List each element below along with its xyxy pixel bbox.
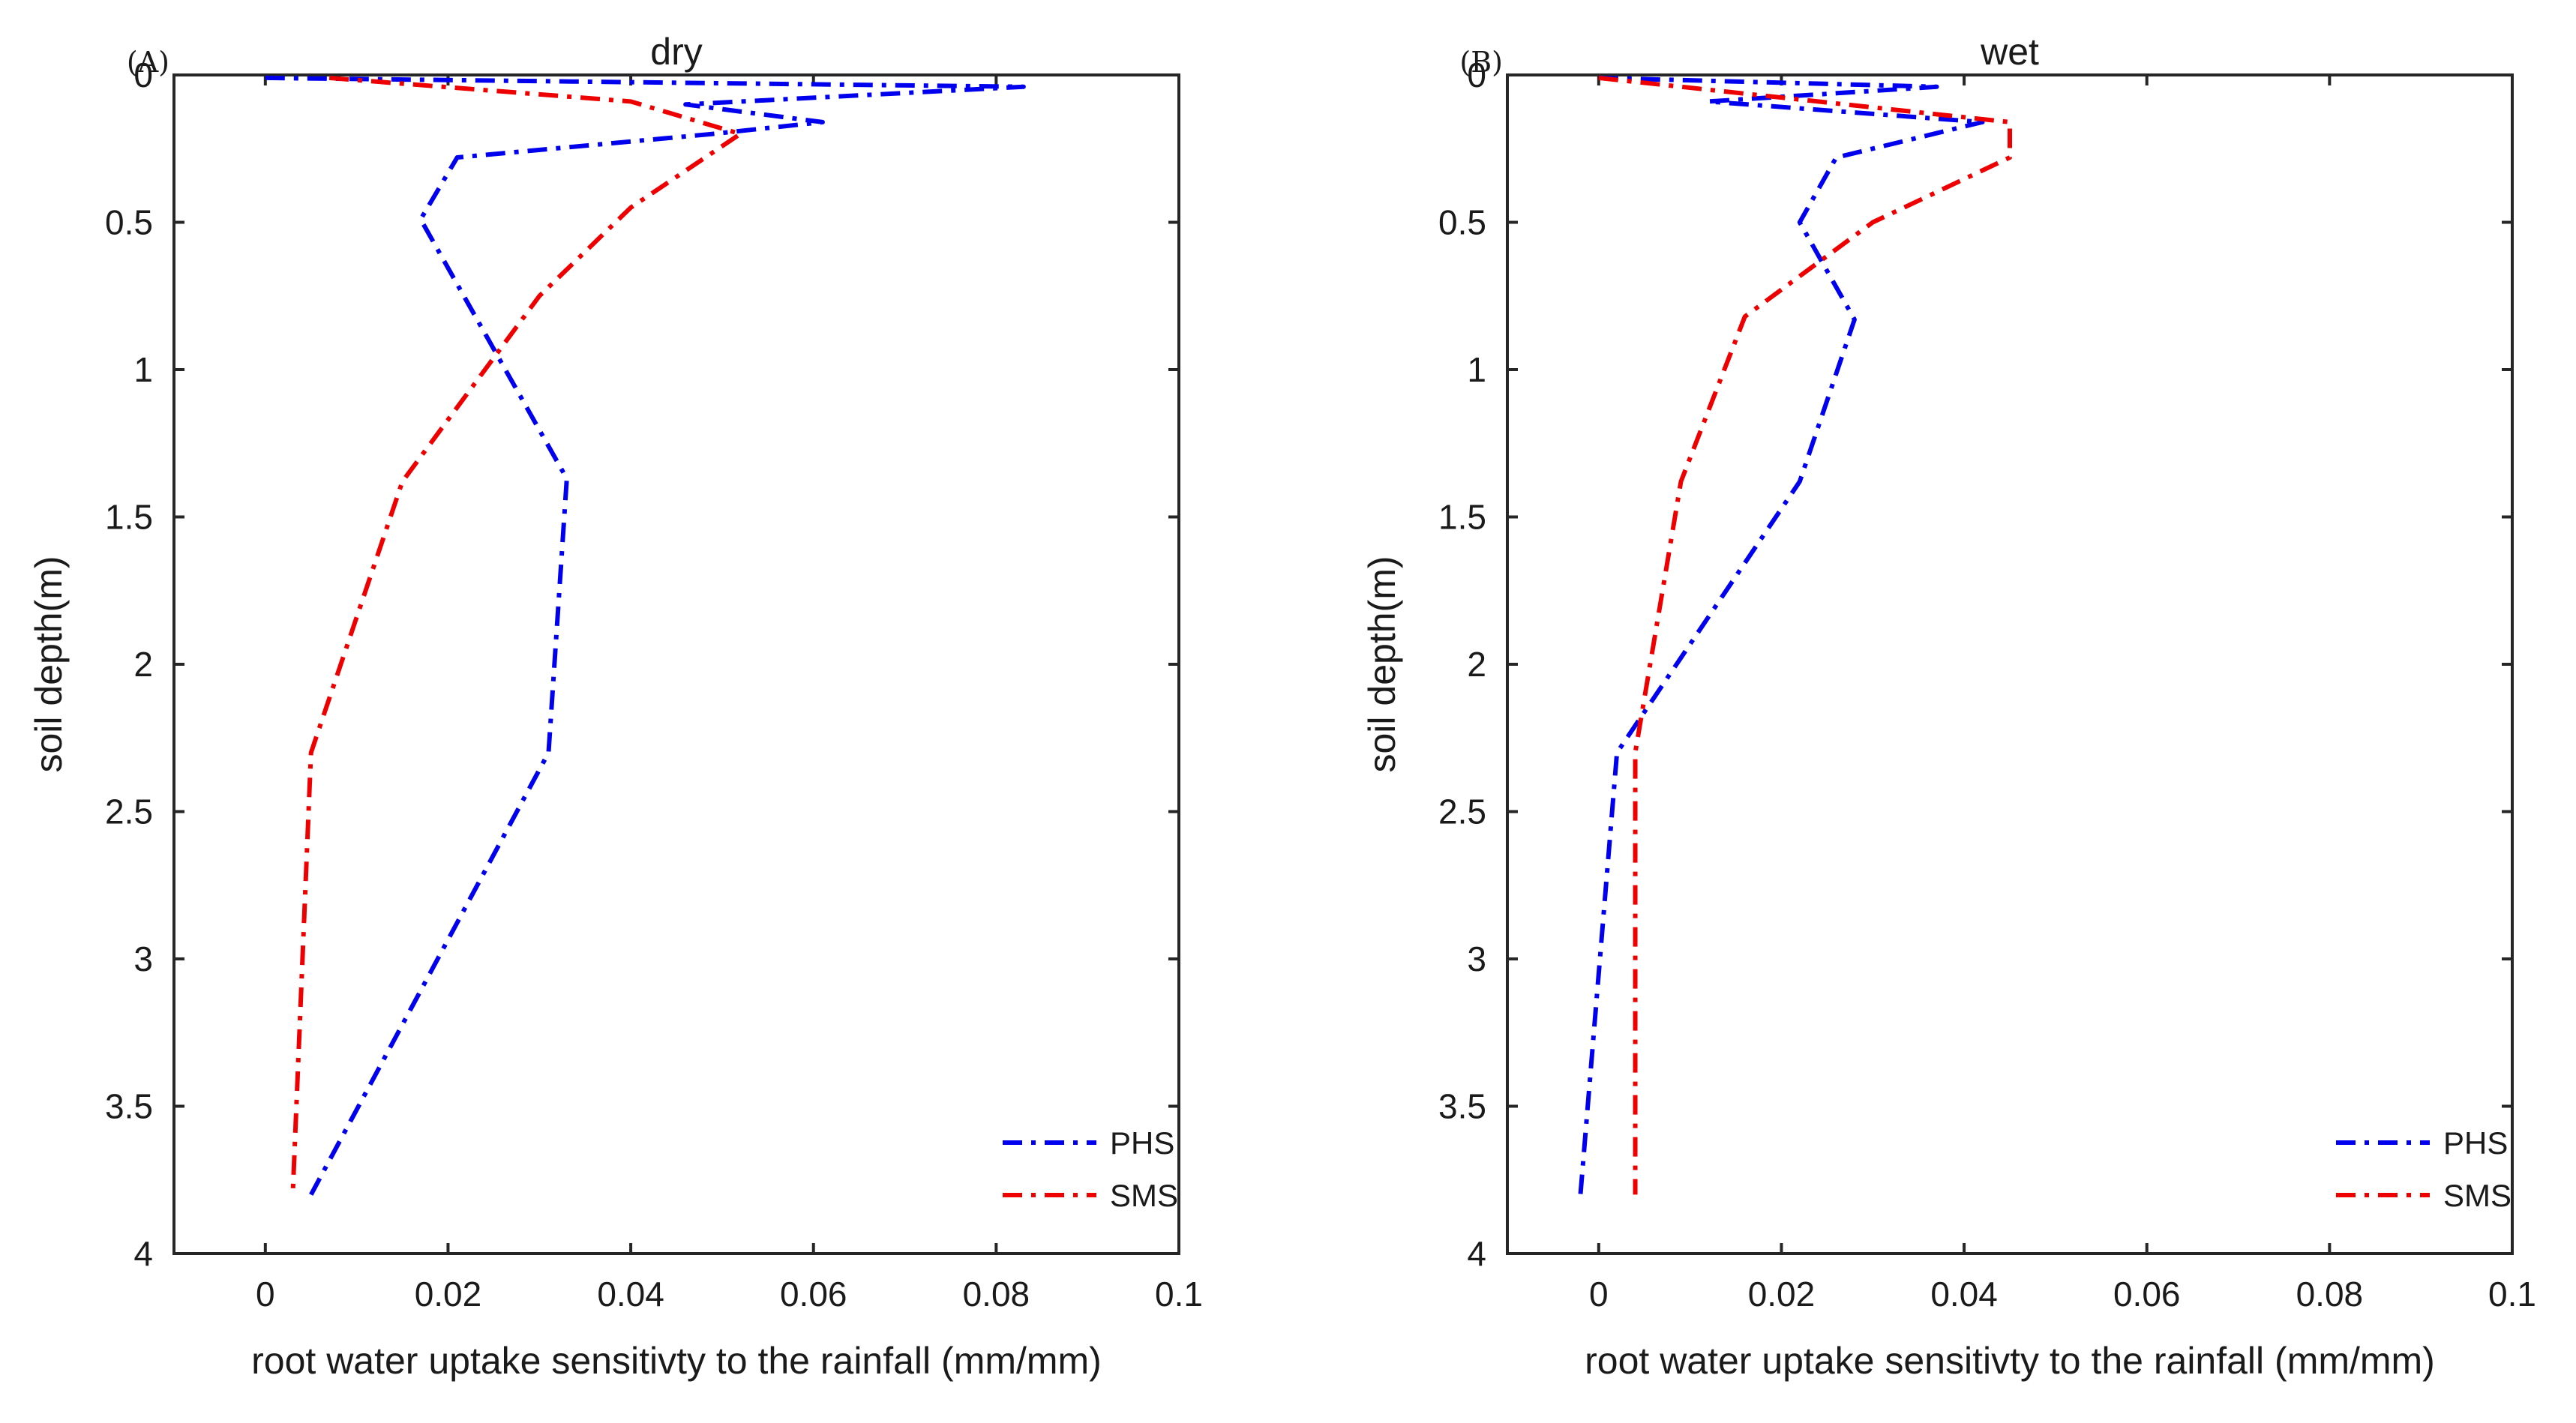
x-tick-label: 0.04 [1930, 1275, 1998, 1314]
legend-label-phs: PHS [2443, 1125, 2508, 1161]
x-tick-label: 0.06 [2113, 1275, 2181, 1314]
y-tick-label: 1.5 [1438, 498, 1486, 537]
series-line-phs [265, 75, 1026, 1196]
x-tick-label: 0.06 [780, 1275, 847, 1314]
y-tick-label: 2 [1467, 645, 1486, 684]
panel-label: (B) [1459, 46, 1503, 79]
y-tick-label: 3 [1467, 939, 1486, 978]
y-axis-label: soil depth(m) [1361, 556, 1403, 773]
panel-label: (A) [127, 46, 169, 79]
y-tick-label: 1 [1467, 350, 1486, 389]
legend-label-sms: SMS [1110, 1178, 1178, 1213]
chart-panel-dry: 0 0.02 0.04 0.06 0.08 0.1 0 0.5 1 1.5 2 2.5 3 3.5 4 dry… [28, 31, 1203, 1382]
y-tick-label: 0.5 [105, 203, 153, 242]
legend-label-sms: SMS [2443, 1178, 2512, 1213]
x-axis-label: root water uptake sensitivty to the rain… [251, 1340, 1102, 1382]
y-tick-label: 0.5 [1438, 203, 1486, 242]
y-axis-label: soil depth(m) [28, 556, 70, 773]
x-tick-label: 0.08 [2296, 1275, 2364, 1314]
x-axis-label: root water uptake sensitivty to the rain… [1585, 1340, 2435, 1382]
x-tick-label: 0.08 [963, 1275, 1030, 1314]
legend: PHS SMS [2336, 1125, 2512, 1213]
legend: PHS SMS [1003, 1125, 1178, 1213]
chart-panel-wet: 0 0.02 0.04 0.06 0.08 0.1 0 0.5 1 1.5 2 2.5 3 3.5 4 wet… [1361, 31, 2536, 1382]
x-tick-label: 0.02 [1748, 1275, 1816, 1314]
y-tick-label: 2 [133, 645, 153, 684]
y-tick-label: 1 [133, 350, 153, 389]
y-tick-label: 2.5 [1438, 792, 1486, 831]
x-tick-label: 0.1 [2488, 1275, 2536, 1314]
x-tick-label: 0 [1589, 1275, 1609, 1314]
plot-area-frame [172, 73, 1180, 1255]
x-tick-label: 0.04 [597, 1275, 664, 1314]
y-tick-label: 0 [1467, 55, 1486, 94]
y-tick-label: 4 [133, 1234, 153, 1273]
legend-label-phs: PHS [1110, 1125, 1174, 1161]
y-tick-label: 4 [1467, 1234, 1486, 1273]
y-tick-label: 3.5 [1438, 1087, 1486, 1126]
series-line-phs [1578, 75, 1985, 1195]
chart-title: wet [1980, 31, 2039, 73]
y-tick-label: 2.5 [105, 792, 153, 831]
x-tick-label: 0.02 [415, 1275, 482, 1314]
series-line-sms [290, 75, 743, 1195]
x-tick-label: 0.1 [1155, 1275, 1203, 1314]
chart-title: dry [650, 31, 702, 73]
plot-area-frame [1506, 73, 2514, 1255]
x-tick-label: 0 [256, 1275, 275, 1314]
y-tick-label: 3 [133, 939, 153, 978]
series-line-sms [1598, 75, 2012, 1195]
y-tick-label: 1.5 [105, 498, 153, 537]
y-tick-label: 0 [133, 55, 153, 94]
y-tick-label: 3.5 [105, 1087, 153, 1126]
